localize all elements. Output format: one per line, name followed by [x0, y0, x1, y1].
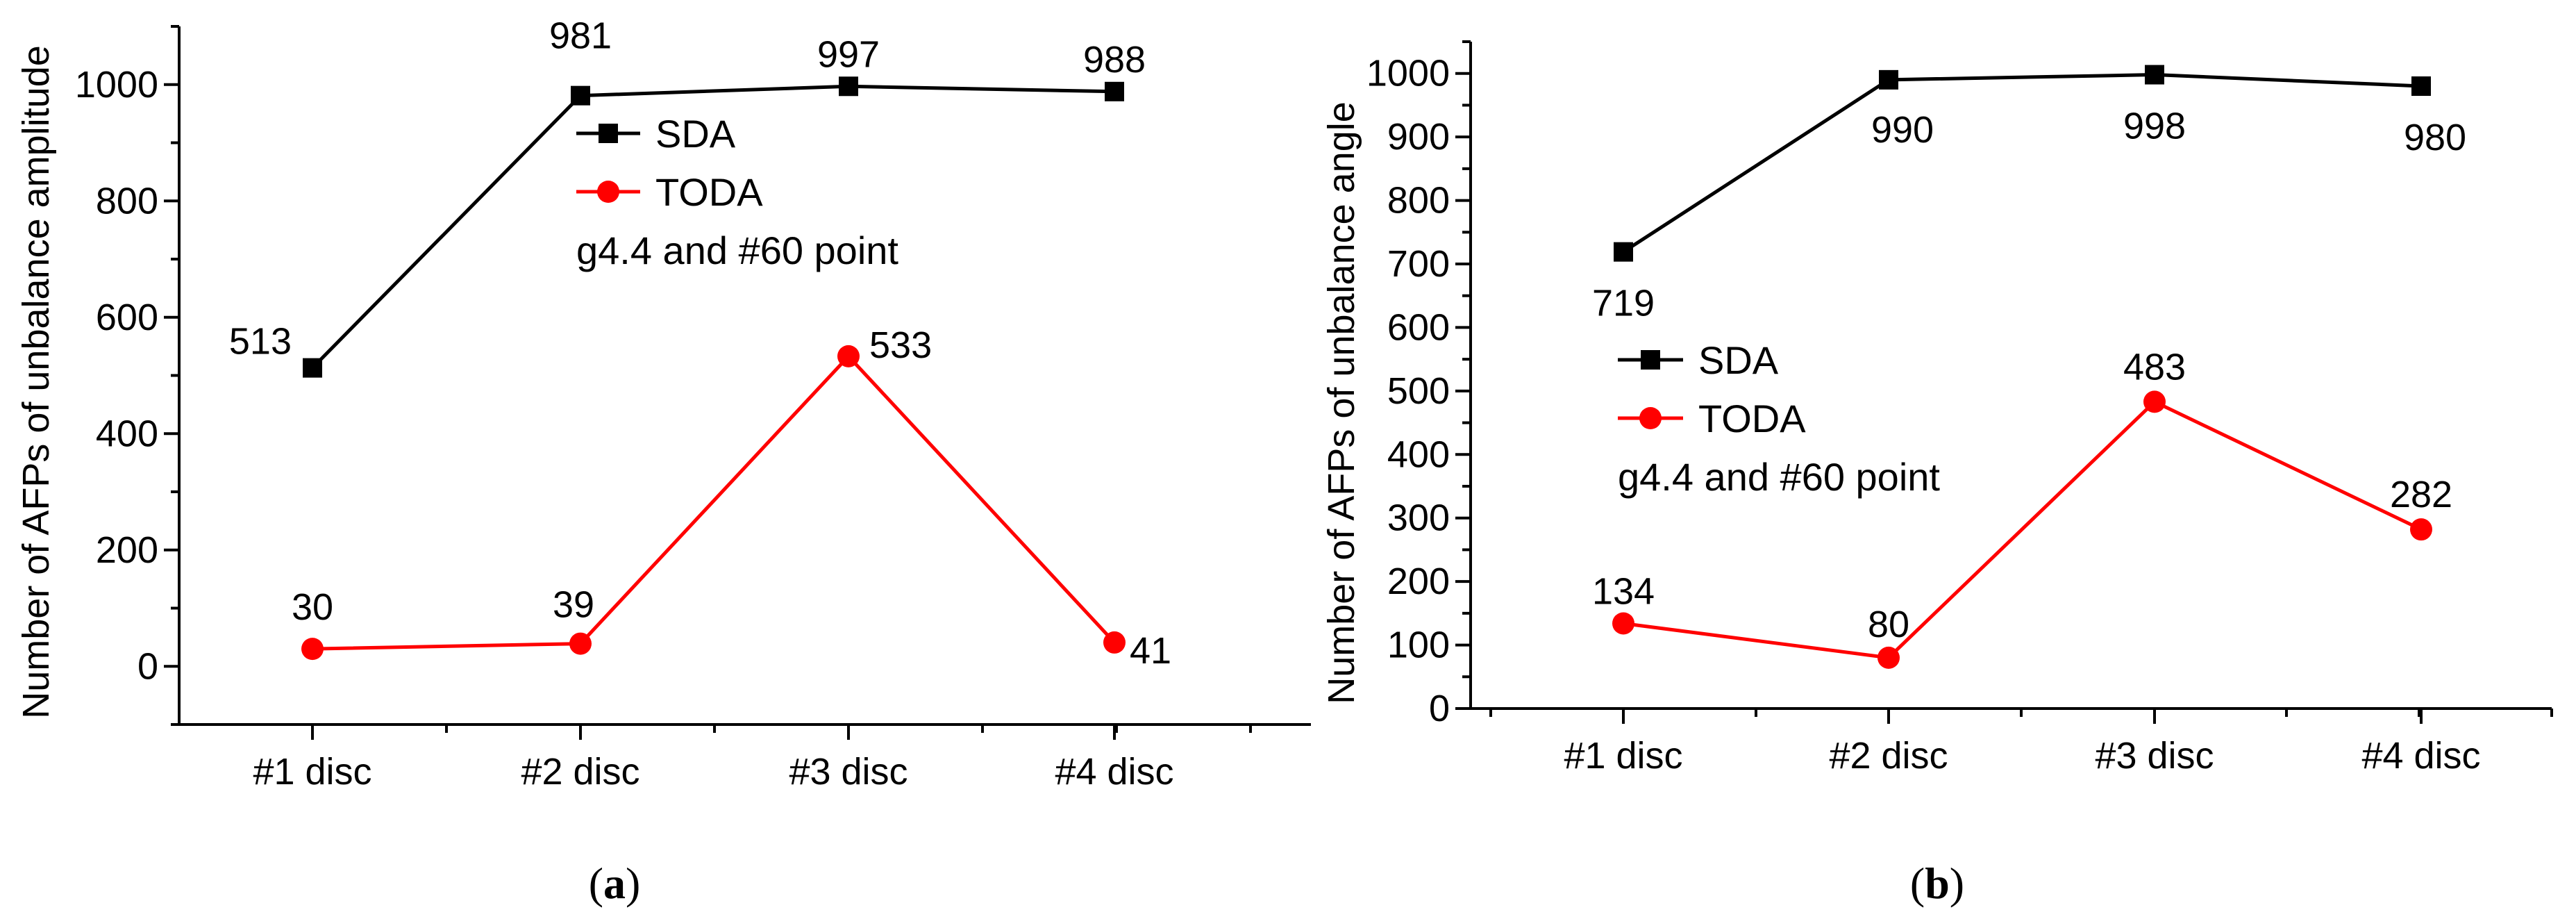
panel-a-data-label: 513 — [229, 321, 292, 363]
panel-a-y-tick-label: 400 — [96, 413, 158, 454]
panel-b-annotation: g4.4 and #60 point — [1618, 455, 1940, 499]
legend-label-sda: SDA — [655, 112, 736, 156]
panel-a-y-tick-label: 200 — [96, 529, 158, 571]
panel-b-legend: SDA TODA g4.4 and #60 point — [1618, 338, 1940, 499]
panel-b-data-label: 980 — [2404, 117, 2466, 158]
panel-a-x-tick-label: #2 disc — [521, 751, 639, 793]
panel-b-series-toda-point — [1612, 612, 1634, 635]
panel-b-y-tick-label: 700 — [1387, 243, 1450, 285]
panel-b-data-label: 282 — [2390, 474, 2452, 515]
panel-b-y-axis-title: Number of AFPs of unbalance angle — [1321, 101, 1362, 704]
panel-b-label: (b) — [1910, 859, 1964, 908]
panel-a-series-sda-line — [311, 84, 1115, 370]
panel-a-x-tick-label: #1 disc — [253, 751, 371, 793]
legend-marker-toda — [597, 181, 619, 203]
panel-b-x-tick-label: #1 disc — [1564, 735, 1682, 777]
panel-b-series-sda-point — [1614, 242, 1633, 262]
panel-b-y-tick-label: 0 — [1429, 688, 1450, 729]
panel-b-series-sda-point — [1879, 69, 1898, 90]
panel-b-x-tick-label: #3 disc — [2095, 735, 2214, 777]
panel-a-data-label: 30 — [292, 586, 333, 628]
panel-a-y-axis-title: Number of AFPs of unbalance amplitude — [15, 45, 57, 719]
panel-b-data-label: 998 — [2123, 106, 2186, 147]
panel-a-series-toda-point — [301, 638, 324, 661]
panel-b-y-tick-label: 400 — [1387, 433, 1450, 475]
legend-marker-sda — [599, 124, 618, 143]
panel-a-series-sda-point — [1105, 81, 1124, 101]
panel-a-series-sda-point — [303, 358, 322, 378]
panel-a-chart: Number of AFPs of unbalance amplitude (a… — [15, 15, 1311, 908]
panel-a-data-label: 997 — [817, 33, 880, 75]
panel-b-y-tick-label: 300 — [1387, 497, 1450, 539]
legend-label-toda: TODA — [1698, 397, 1806, 440]
panel-b-y-tick-label: 500 — [1387, 370, 1450, 412]
panel-b-series-toda-line — [1623, 399, 2423, 660]
panel-a-x-tick-label: #3 disc — [789, 751, 908, 793]
legend-label-sda: SDA — [1698, 338, 1779, 382]
panel-b-series-toda-point — [2143, 390, 2166, 413]
panel-a-y-tick-label: 0 — [137, 645, 158, 687]
panel-a-y-tick-label: 1000 — [75, 64, 158, 106]
legend-marker-toda — [1639, 407, 1662, 429]
panel-b-series-sda-point — [2145, 65, 2164, 85]
panel-a-y-tick-label: 600 — [96, 297, 158, 338]
panel-b-data-label: 719 — [1592, 283, 1655, 324]
panel-a-series-toda-point — [837, 345, 860, 367]
panel-b-x-tick-label: #4 disc — [2361, 735, 2480, 777]
panel-a-label: (a) — [589, 859, 641, 908]
panel-b-series-toda-point — [1877, 646, 1900, 669]
panel-a-annotation: g4.4 and #60 point — [576, 229, 898, 272]
panel-b-x-tick-label: #2 disc — [1829, 735, 1948, 777]
panel-b-y-tick-label: 800 — [1387, 180, 1450, 222]
panel-b-data-label: 80 — [1868, 604, 1909, 645]
panel-b-y-tick-label: 1000 — [1366, 53, 1450, 94]
panel-a-data-label: 533 — [869, 324, 932, 366]
panel-a-data-label: 988 — [1083, 39, 1146, 81]
panel-a-series-toda-line — [312, 354, 1116, 651]
panel-b-y-tick-label: 900 — [1387, 116, 1450, 158]
panel-b-series-sda-line — [1622, 73, 2422, 254]
panel-b-data-label: 134 — [1592, 570, 1655, 612]
panel-a-series-toda-point — [1103, 631, 1126, 654]
panel-b-data-label: 990 — [1871, 109, 1934, 151]
panel-b-data-label: 483 — [2123, 346, 2186, 388]
panel-a-series-sda-point — [839, 76, 858, 97]
panel-a-y-tick-label: 800 — [96, 180, 158, 222]
panel-a-series-toda-point — [569, 632, 592, 655]
panel-b-y-tick-label: 100 — [1387, 624, 1450, 666]
legend-label-toda: TODA — [655, 170, 763, 214]
panel-a-x-tick-label: #4 disc — [1055, 751, 1173, 793]
panel-b-chart: Number of AFPs of unbalance angle (b) 0 1… — [1321, 40, 2553, 908]
panel-b-y-tick-label: 200 — [1387, 561, 1450, 602]
panel-a-data-label: 39 — [553, 584, 594, 626]
panel-b-series-toda-point — [2410, 518, 2432, 541]
panel-a-data-label: 41 — [1130, 630, 1171, 672]
panel-b-series-sda-point — [2411, 76, 2431, 96]
panel-a-legend: SDA TODA g4.4 and #60 point — [576, 112, 898, 272]
panel-b-y-tick-label: 600 — [1387, 306, 1450, 348]
legend-marker-sda — [1641, 350, 1660, 370]
panel-a-data-label: 981 — [549, 15, 612, 57]
panel-a-series-sda-point — [571, 85, 590, 106]
